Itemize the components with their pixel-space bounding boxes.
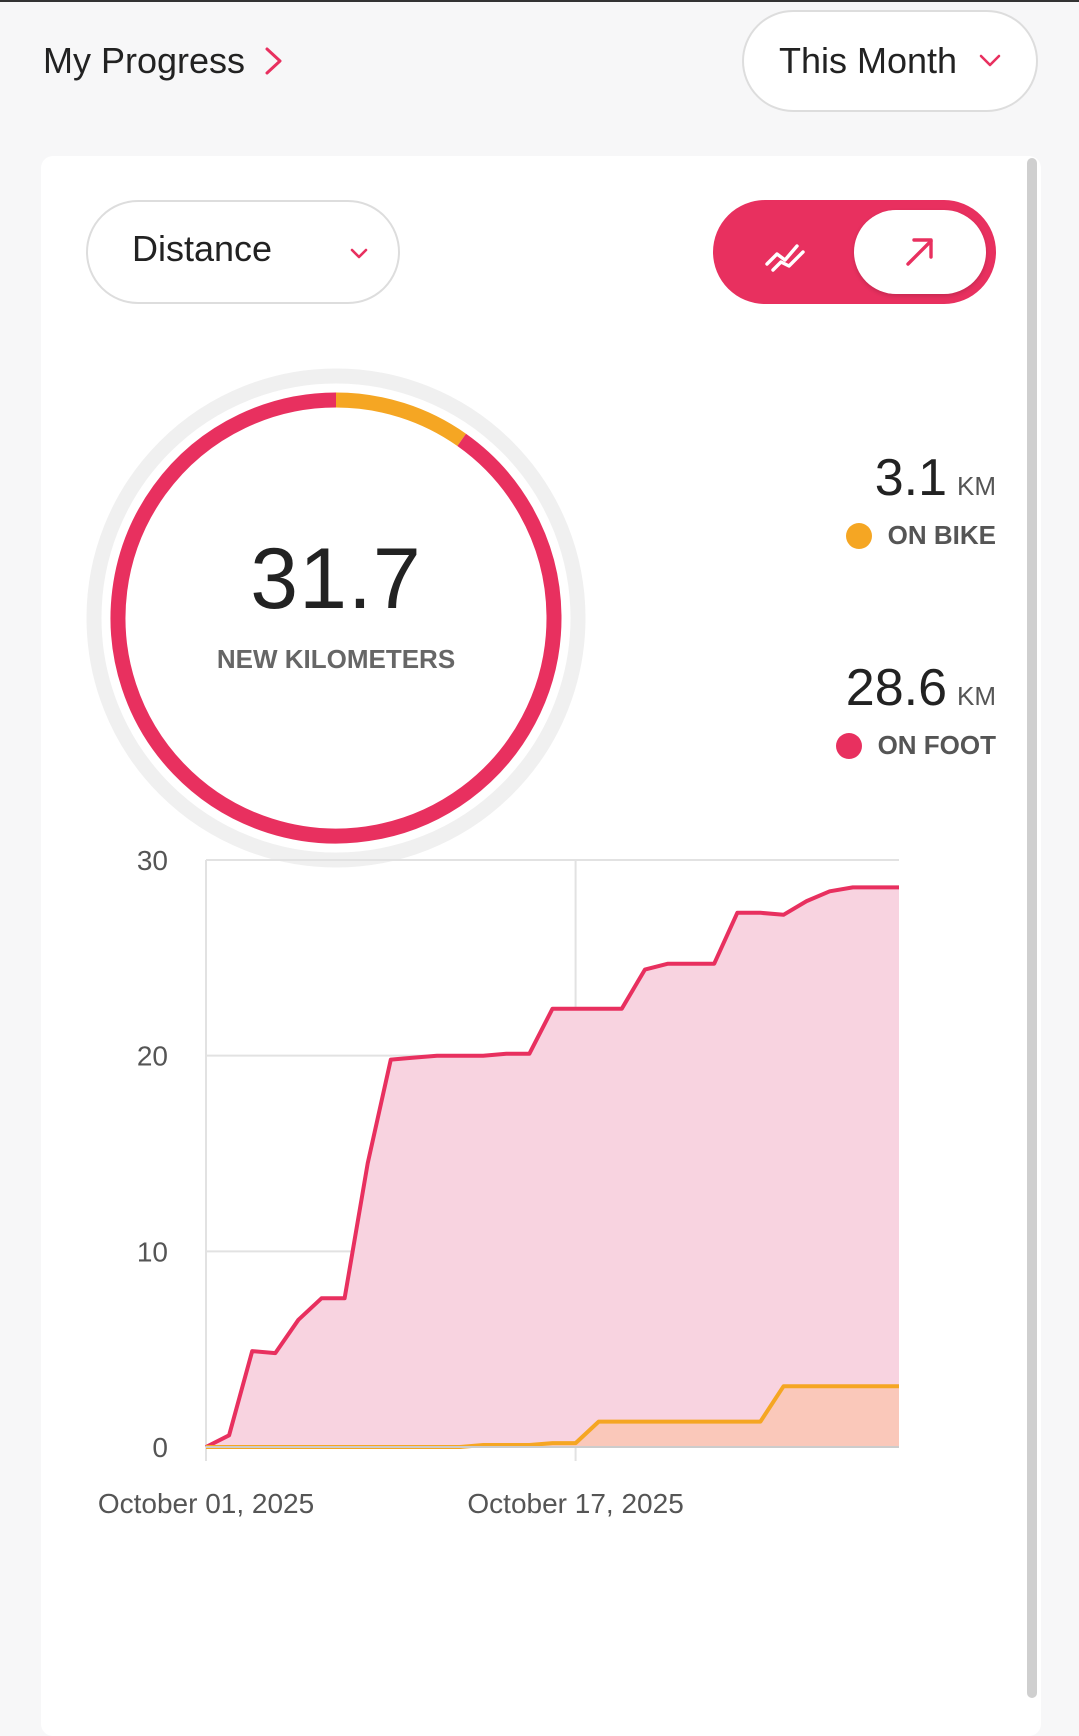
series-line-1 — [206, 1384, 899, 1449]
bike-legend-dot — [845, 522, 872, 549]
donut-segment-on-foot — [110, 392, 562, 844]
foot-distance-value: 28.6 — [845, 659, 947, 717]
donut-segment-on-bike — [335, 392, 466, 447]
foot-legend-label: ON FOOT — [877, 730, 996, 760]
toggle-selected-option[interactable] — [854, 210, 986, 294]
x-tick-label: October 01, 2025 — [98, 1488, 314, 1519]
arrow-up-right-icon — [906, 238, 933, 266]
line-chart-icon[interactable] — [763, 230, 809, 274]
series-line-0 — [205, 885, 899, 1449]
scrollbar[interactable] — [1027, 158, 1037, 1698]
chevron-right-icon — [265, 47, 282, 75]
page-title: My Progress — [43, 40, 246, 81]
y-tick-label: 10 — [137, 1236, 168, 1267]
total-distance-label: NEW KILOMETERS — [216, 644, 456, 674]
period-label: This Month — [778, 40, 958, 81]
metric-label: Distance — [132, 228, 273, 269]
bike-legend-label: ON BIKE — [887, 520, 996, 550]
chevron-down-icon — [350, 248, 368, 259]
my-progress-link[interactable]: My Progress — [43, 36, 285, 86]
metric-dropdown[interactable]: Distance — [86, 200, 400, 304]
series-area-1 — [206, 1386, 899, 1447]
chevron-down-icon — [979, 54, 1001, 67]
chart-mode-toggle[interactable] — [713, 200, 996, 304]
top-divider — [0, 0, 1079, 2]
bike-distance-unit: KM — [957, 471, 996, 501]
foot-stat: 28.6 KM ON FOOT — [835, 658, 996, 761]
period-dropdown[interactable]: This Month — [742, 10, 1038, 112]
foot-legend-dot — [835, 732, 862, 759]
distance-area-chart: 0 10 20 30 October 01, 2025 October 17, 2025 — [98, 845, 899, 1519]
series-area-0 — [206, 887, 899, 1447]
foot-distance-unit: KM — [957, 681, 996, 711]
bike-stat: 3.1 KM ON BIKE — [845, 448, 996, 551]
header: My Progress This Month — [0, 2, 1079, 152]
y-tick-label: 20 — [137, 1041, 168, 1072]
y-tick-label: 0 — [152, 1432, 168, 1463]
x-tick-label: October 17, 2025 — [467, 1488, 683, 1519]
y-tick-label: 30 — [137, 845, 168, 876]
total-distance-value: 31.7 — [250, 531, 422, 627]
bike-distance-value: 3.1 — [874, 449, 947, 507]
